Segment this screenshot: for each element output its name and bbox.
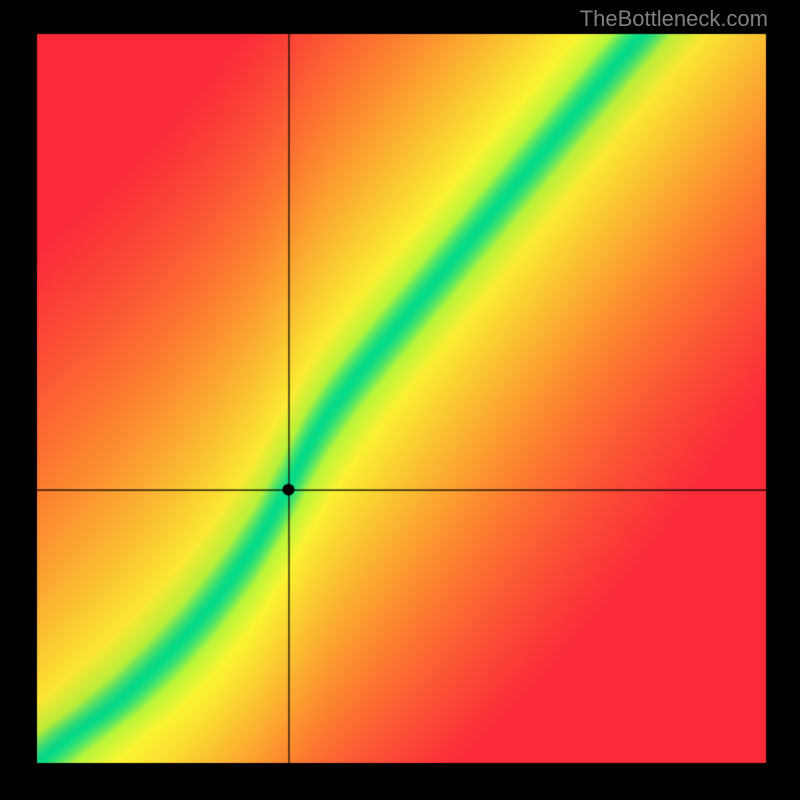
watermark-text: TheBottleneck.com: [580, 6, 768, 32]
bottleneck-heatmap: [0, 0, 800, 800]
